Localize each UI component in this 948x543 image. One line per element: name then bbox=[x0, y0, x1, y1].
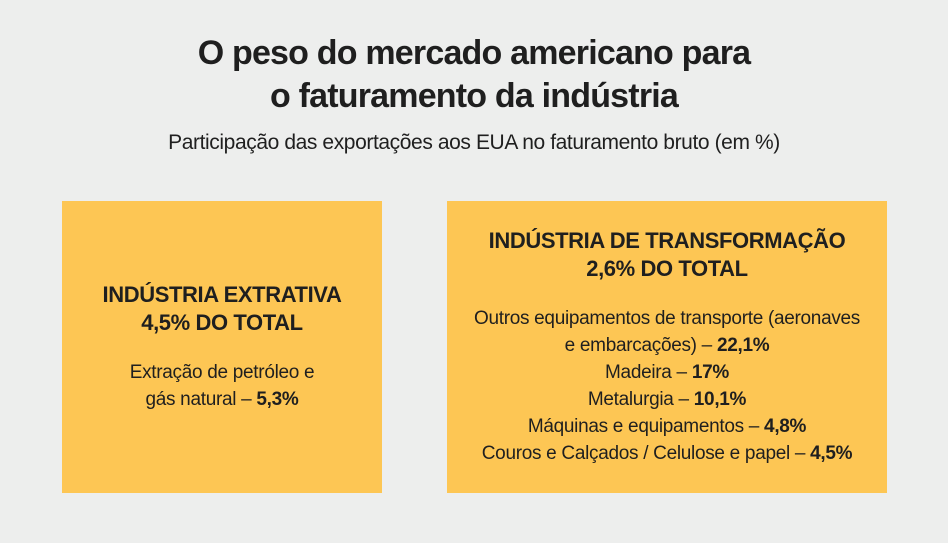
item-label: Máquinas e equipamentos – bbox=[527, 415, 765, 437]
card-transformacao-heading: INDÚSTRIA DE TRANSFORMAÇÃO 2,6% DO TOTAL bbox=[489, 227, 846, 283]
item-value: 22,1% bbox=[716, 334, 770, 356]
list-item: Extração de petróleo e gás natural – 5,3… bbox=[125, 359, 320, 413]
card-extrativa-items: Extração de petróleo e gás natural – 5,3… bbox=[125, 359, 320, 413]
page-title-line-1: O peso do mercado americano para bbox=[197, 34, 751, 72]
card-transformacao-heading-line-2: 2,6% DO TOTAL bbox=[586, 256, 748, 281]
card-extrativa-heading-line-2: 4,5% DO TOTAL bbox=[141, 310, 303, 335]
card-extrativa-heading-line-1: INDÚSTRIA EXTRATIVA bbox=[102, 282, 342, 308]
page-title-line-2: o faturamento da indústria bbox=[269, 76, 679, 115]
item-value: 17% bbox=[691, 361, 729, 383]
list-item: Máquinas e equipamentos – 4,8% bbox=[467, 413, 867, 440]
page-subtitle: Participação das exportações aos EUA no … bbox=[168, 131, 780, 154]
card-industria-extrativa: INDÚSTRIA EXTRATIVA 4,5% DO TOTAL Extraç… bbox=[62, 201, 382, 493]
list-item: Couros e Calçados / Celulose e papel – 4… bbox=[467, 440, 867, 467]
card-transformacao-items: Outros equipamentos de transporte (aeron… bbox=[467, 305, 867, 467]
infographic-header: O peso do mercado americano para o fatur… bbox=[0, 0, 948, 155]
item-label: Outros equipamentos de transporte (aeron… bbox=[473, 307, 861, 356]
cards-row: INDÚSTRIA EXTRATIVA 4,5% DO TOTAL Extraç… bbox=[0, 201, 948, 493]
list-item: Metalurgia – 10,1% bbox=[467, 386, 867, 413]
item-value: 4,5% bbox=[810, 442, 853, 464]
card-extrativa-heading: INDÚSTRIA EXTRATIVA 4,5% DO TOTAL bbox=[103, 281, 342, 337]
list-item: Madeira – 17% bbox=[467, 359, 867, 386]
item-label: Couros e Calçados / Celulose e papel – bbox=[481, 442, 811, 464]
list-item: Outros equipamentos de transporte (aeron… bbox=[467, 305, 867, 359]
item-value: 10,1% bbox=[693, 388, 747, 410]
item-label: Extração de petróleo e gás natural – bbox=[129, 361, 315, 410]
card-transformacao-heading-line-1: INDÚSTRIA DE TRANSFORMAÇÃO bbox=[488, 228, 846, 254]
item-label: Metalurgia – bbox=[587, 388, 694, 410]
item-value: 4,8% bbox=[764, 415, 807, 437]
card-industria-de-transformacao: INDÚSTRIA DE TRANSFORMAÇÃO 2,6% DO TOTAL… bbox=[447, 201, 887, 493]
item-label: Madeira – bbox=[605, 361, 692, 383]
page-title: O peso do mercado americano para o fatur… bbox=[0, 32, 948, 117]
item-value: 5,3% bbox=[256, 388, 299, 410]
